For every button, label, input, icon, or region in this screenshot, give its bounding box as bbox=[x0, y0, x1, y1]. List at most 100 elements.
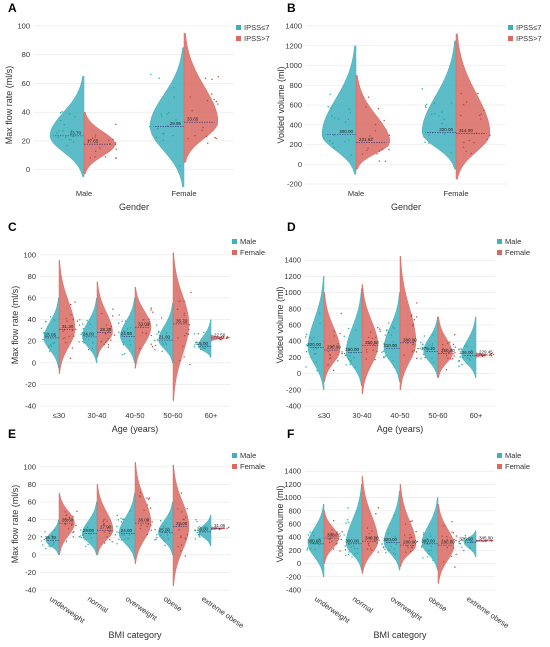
data-point bbox=[415, 351, 418, 353]
data-point bbox=[108, 530, 110, 532]
data-point bbox=[150, 309, 152, 311]
data-point bbox=[428, 134, 430, 136]
data-point bbox=[348, 521, 350, 524]
data-point bbox=[114, 142, 117, 144]
data-point bbox=[83, 342, 85, 344]
data-point bbox=[469, 547, 471, 549]
data-point bbox=[422, 557, 424, 559]
x-tick-label: underweight bbox=[48, 594, 87, 625]
median-label: 32.00 bbox=[176, 521, 188, 526]
data-point bbox=[468, 139, 470, 142]
median-label: 310.00 bbox=[383, 343, 397, 348]
data-point bbox=[392, 326, 394, 328]
data-point bbox=[139, 527, 142, 530]
data-point bbox=[200, 528, 203, 530]
data-point bbox=[332, 520, 335, 522]
data-point bbox=[416, 357, 418, 360]
data-point bbox=[368, 532, 370, 535]
data-point bbox=[383, 357, 385, 359]
data-point bbox=[353, 547, 356, 550]
data-point bbox=[453, 538, 455, 541]
data-point bbox=[162, 132, 164, 135]
data-point bbox=[180, 535, 182, 537]
data-point bbox=[80, 536, 83, 539]
data-point bbox=[123, 353, 126, 355]
x-tick-label: ≤30 bbox=[53, 411, 65, 420]
data-point bbox=[353, 356, 355, 359]
median-label: 31.30 bbox=[62, 324, 74, 329]
data-point bbox=[370, 537, 372, 539]
data-point bbox=[347, 553, 350, 556]
data-point bbox=[354, 366, 357, 369]
data-point bbox=[328, 538, 330, 540]
data-point bbox=[455, 553, 457, 556]
x-tick-label: 50-60 bbox=[163, 411, 182, 420]
data-point bbox=[375, 539, 378, 541]
y-axis-label: Voided volume (ml) bbox=[276, 66, 286, 143]
data-point bbox=[146, 497, 148, 499]
data-point bbox=[422, 347, 424, 349]
data-point bbox=[201, 530, 203, 532]
legend-label: Female bbox=[505, 248, 530, 257]
data-point bbox=[327, 350, 330, 353]
median-label: 35.60 bbox=[62, 518, 74, 523]
data-point bbox=[411, 520, 413, 522]
data-point bbox=[203, 341, 205, 344]
data-point bbox=[155, 136, 158, 139]
panel-d: D -400 -200 0 200 400 600 800 1000 1200 1400 Voided… bbox=[275, 220, 530, 434]
data-point bbox=[383, 546, 385, 548]
data-point bbox=[348, 327, 350, 330]
data-point bbox=[197, 332, 200, 335]
data-point bbox=[409, 533, 411, 536]
y-tick-label: -200 bbox=[287, 180, 302, 189]
data-point bbox=[388, 549, 390, 551]
violin-female bbox=[172, 464, 190, 586]
data-point bbox=[315, 361, 318, 363]
median-label: 229.45 bbox=[479, 350, 493, 355]
data-point bbox=[59, 119, 62, 122]
data-point bbox=[305, 366, 307, 368]
data-point bbox=[106, 340, 108, 342]
data-point bbox=[105, 324, 108, 326]
violin-male bbox=[345, 288, 363, 386]
data-point bbox=[470, 355, 472, 358]
data-point bbox=[89, 323, 92, 325]
median-label: 33.00 bbox=[138, 322, 150, 327]
data-point bbox=[73, 531, 75, 533]
data-point bbox=[40, 536, 43, 538]
data-point bbox=[341, 531, 343, 533]
data-point bbox=[72, 141, 75, 143]
data-point bbox=[150, 307, 152, 309]
data-point bbox=[352, 545, 355, 547]
data-point bbox=[70, 139, 72, 141]
data-point bbox=[80, 333, 82, 336]
data-point bbox=[101, 312, 103, 315]
data-point bbox=[331, 346, 333, 348]
panel-a: A 0 20 40 60 80 100 Max flow rate (ml/s) Male 23.… bbox=[4, 1, 270, 212]
y-axis-label: Voided volume (ml) bbox=[275, 286, 285, 363]
data-point bbox=[49, 316, 52, 318]
data-point bbox=[188, 328, 190, 331]
data-point bbox=[470, 540, 472, 542]
data-point bbox=[64, 518, 67, 521]
data-point bbox=[344, 545, 346, 547]
data-point bbox=[340, 312, 342, 315]
y-tick-label: 1400 bbox=[285, 22, 302, 31]
data-point bbox=[43, 539, 46, 541]
data-point bbox=[210, 93, 213, 95]
data-point bbox=[454, 346, 456, 348]
data-point bbox=[184, 537, 187, 540]
data-point bbox=[146, 533, 149, 536]
x-tick-label: extreme obese bbox=[465, 594, 511, 630]
data-point bbox=[407, 547, 409, 549]
violin-male bbox=[43, 297, 60, 369]
y-tick-label: -20 bbox=[25, 568, 36, 577]
data-point bbox=[188, 324, 191, 326]
data-point bbox=[52, 538, 54, 540]
data-point bbox=[466, 538, 469, 540]
median-label: 24.00 bbox=[121, 528, 133, 533]
data-point bbox=[75, 328, 77, 331]
data-point bbox=[426, 349, 429, 351]
median-label: 314.00 bbox=[459, 128, 473, 133]
data-point bbox=[366, 149, 368, 152]
